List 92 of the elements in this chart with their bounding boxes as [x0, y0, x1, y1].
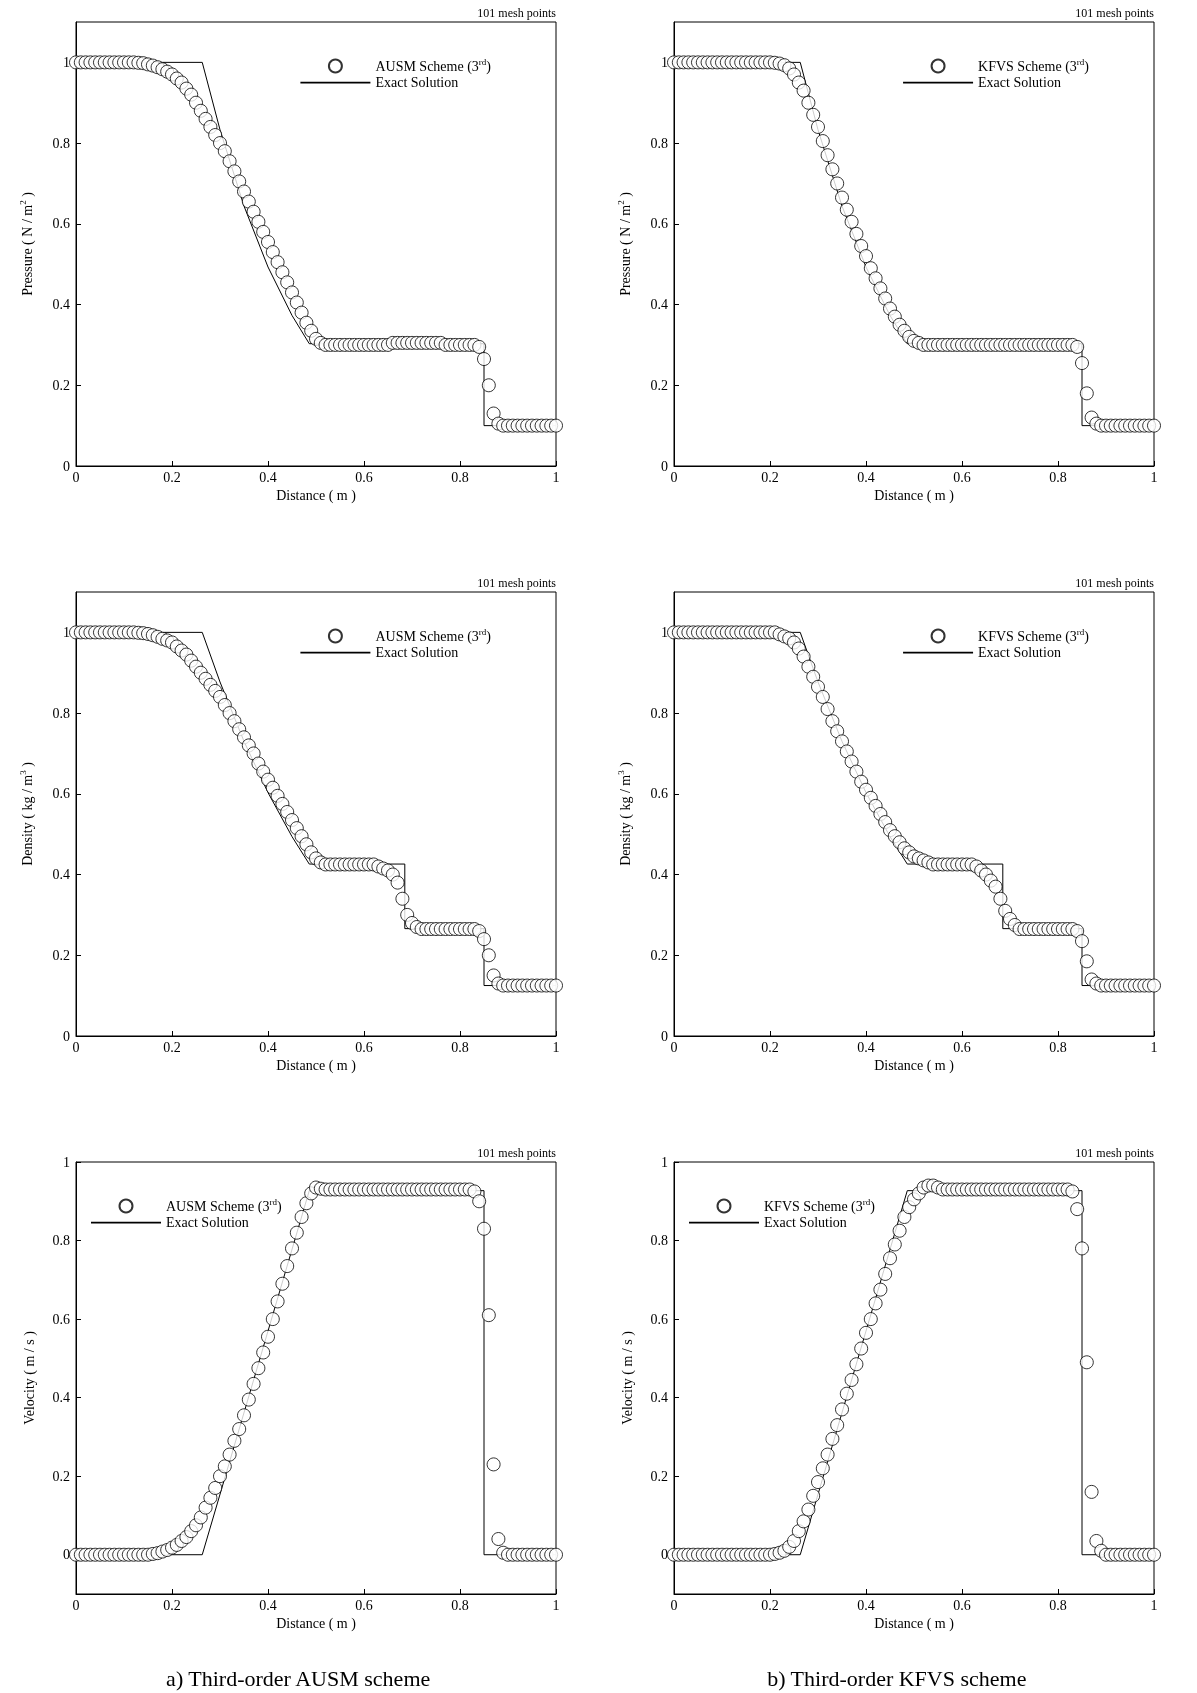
y-tick-label: 1	[63, 624, 70, 640]
y-tick-label: 0.6	[650, 216, 668, 232]
x-axis-title: Distance ( m )	[874, 488, 955, 505]
x-tick-label: 0.2	[163, 1597, 181, 1613]
x-tick-label: 0.8	[1049, 1597, 1067, 1613]
y-axis-title: Density ( kg / m3 )	[615, 761, 634, 866]
y-tick-label: 0.6	[650, 786, 668, 802]
x-tick-label: 0.2	[163, 1039, 181, 1055]
y-tick-label: 0.8	[52, 1233, 70, 1249]
x-tick-label: 0.4	[857, 1597, 875, 1613]
y-tick-label: 0	[63, 1547, 70, 1563]
y-tick-label: 0.4	[650, 297, 668, 313]
x-tick-label: 0.6	[953, 469, 971, 485]
y-tick-label: 0	[661, 1547, 668, 1563]
y-tick-label: 0.8	[52, 705, 70, 721]
x-tick-label: 0.6	[953, 1039, 971, 1055]
x-tick-label: 0.2	[761, 1039, 779, 1055]
x-axis-title: Distance ( m )	[276, 488, 357, 505]
y-tick-label: 0	[63, 1028, 70, 1044]
x-tick-label: 0.6	[355, 1597, 373, 1613]
text: 101 mesh points	[477, 576, 557, 590]
y-tick-label: 0.4	[650, 867, 668, 883]
text: 101 mesh points	[477, 6, 557, 20]
x-tick-label: 0.4	[857, 469, 875, 485]
x-tick-label: 0.6	[953, 1597, 971, 1613]
y-tick-label: 0.2	[650, 377, 668, 393]
x-tick-label: 0.8	[451, 1597, 469, 1613]
y-tick-label: 1	[661, 624, 668, 640]
text: 101 mesh points	[1075, 6, 1155, 20]
y-tick-label: 0.4	[650, 1390, 668, 1406]
x-tick-label: 0.2	[163, 469, 181, 485]
x-tick-label: 0.4	[259, 1597, 277, 1613]
y-tick-label: 0	[63, 458, 70, 474]
legend-label: Exact Solution	[375, 75, 459, 90]
x-tick-label: 0.6	[355, 469, 373, 485]
x-tick-label: 1	[1150, 1039, 1158, 1055]
y-tick-label: 0.6	[52, 786, 70, 802]
x-axis-title: Distance ( m )	[874, 1616, 955, 1633]
x-tick-label: 1	[1150, 469, 1158, 485]
y-tick-label: 1	[661, 54, 668, 70]
y-tick-label: 1	[63, 54, 70, 70]
y-tick-label: 0.8	[650, 705, 668, 721]
x-tick-label: 0.8	[451, 469, 469, 485]
x-tick-label: 0.6	[355, 1039, 373, 1055]
y-tick-label: 0.4	[52, 867, 70, 883]
x-tick-label: 0.4	[259, 1039, 277, 1055]
x-tick-label: 1	[552, 1039, 560, 1055]
legend-label: Exact Solution	[978, 75, 1061, 90]
y-axis-title: Velocity ( m / s )	[619, 1330, 636, 1425]
x-tick-label: 0.8	[1049, 1039, 1067, 1055]
x-tick-label: 1	[552, 469, 560, 485]
text: 101 mesh points	[477, 1146, 557, 1160]
x-axis-title: Distance ( m )	[276, 1058, 357, 1075]
y-tick-label: 1	[661, 1154, 668, 1170]
y-tick-label: 0.4	[52, 1390, 70, 1406]
y-tick-label: 0.2	[52, 377, 70, 393]
y-tick-label: 0.2	[650, 1468, 668, 1484]
y-tick-label: 1	[63, 1154, 70, 1170]
text: a) Third-order AUSM scheme	[166, 1665, 431, 1691]
y-axis-title: Pressure ( N / m2 )	[17, 191, 36, 296]
legend-label: Exact Solution	[166, 1215, 249, 1230]
text: 101 mesh points	[1075, 576, 1155, 590]
y-tick-label: 0.2	[52, 947, 70, 963]
y-tick-label: 0.2	[52, 1468, 70, 1484]
legend-label: Exact Solution	[764, 1215, 847, 1230]
y-tick-label: 0.6	[52, 1311, 70, 1327]
x-tick-label: 0.2	[761, 1597, 779, 1613]
y-tick-label: 0	[661, 1028, 668, 1044]
x-tick-label: 0.4	[857, 1039, 875, 1055]
text: 101 mesh points	[1075, 1146, 1155, 1160]
y-axis-title: Velocity ( m / s )	[21, 1330, 38, 1425]
y-tick-label: 0	[661, 458, 668, 474]
y-tick-label: 0.6	[52, 216, 70, 232]
y-axis-title: Density ( kg / m3 )	[17, 761, 36, 866]
text: b) Third-order KFVS scheme	[767, 1665, 1027, 1691]
x-tick-label: 0.2	[761, 469, 779, 485]
legend-label: Exact Solution	[978, 645, 1061, 660]
legend-label: Exact Solution	[375, 645, 459, 660]
x-tick-label: 1	[1150, 1597, 1158, 1613]
y-tick-label: 0.2	[650, 947, 668, 963]
x-tick-label: 1	[552, 1597, 560, 1613]
y-tick-label: 0.8	[52, 135, 70, 151]
y-tick-label: 0.8	[650, 135, 668, 151]
x-tick-label: 0.8	[1049, 469, 1067, 485]
y-tick-label: 0.4	[52, 297, 70, 313]
x-axis-title: Distance ( m )	[874, 1058, 955, 1075]
x-tick-label: 0.4	[259, 469, 277, 485]
y-axis-title: Pressure ( N / m2 )	[615, 191, 634, 296]
x-tick-label: 0.8	[451, 1039, 469, 1055]
y-tick-label: 0.8	[650, 1233, 668, 1249]
x-axis-title: Distance ( m )	[276, 1616, 357, 1633]
y-tick-label: 0.6	[650, 1311, 668, 1327]
